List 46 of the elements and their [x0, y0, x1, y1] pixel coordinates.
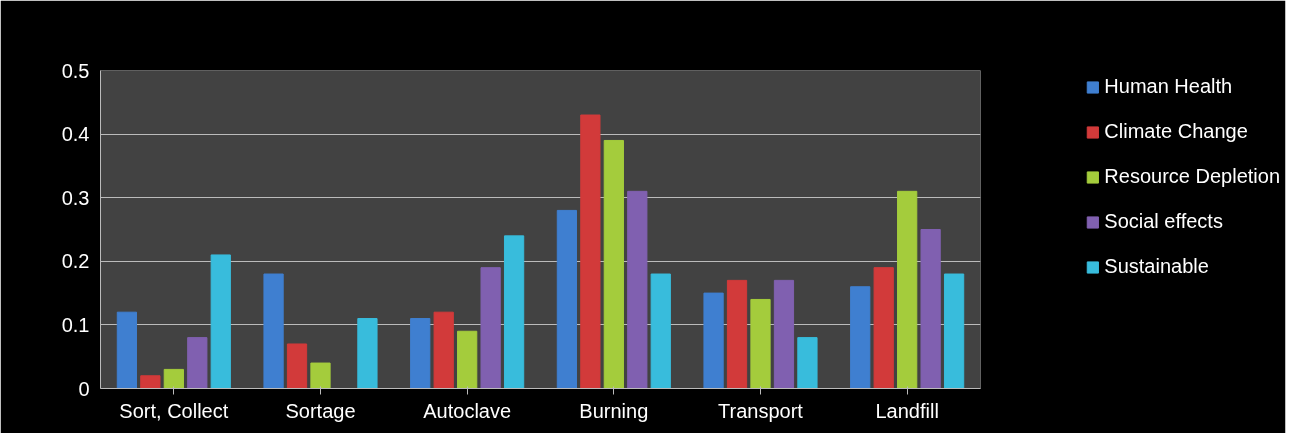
- bar: [263, 273, 284, 389]
- bar: [310, 362, 331, 389]
- bar: [750, 298, 771, 389]
- y-tick-label: 0.1: [61, 313, 90, 336]
- bar: [556, 209, 578, 389]
- bar: [580, 114, 601, 389]
- x-tick-label: Sort, Collect: [119, 399, 229, 422]
- y-tick-label: 0: [78, 377, 90, 400]
- y-tick-label: 0.5: [61, 59, 90, 82]
- bar: [650, 273, 671, 389]
- bar: [163, 368, 184, 389]
- x-tick-label: Landfill: [875, 399, 939, 422]
- x-tick-label: Sortage: [285, 399, 356, 422]
- bar: [873, 267, 894, 389]
- bar: [116, 311, 138, 389]
- bar: [187, 337, 208, 389]
- bar: [726, 279, 748, 389]
- y-tick-label: 0.4: [61, 123, 90, 146]
- y-tick-label: 0.2: [61, 250, 90, 273]
- x-tick-label: Transport: [718, 399, 804, 422]
- x-tick-label: Burning: [579, 399, 649, 422]
- bar: [357, 318, 378, 389]
- bar: [140, 375, 161, 389]
- bar: [627, 190, 648, 389]
- legend-label: Climate Change: [1104, 120, 1248, 143]
- bar: [210, 254, 231, 389]
- bar: [773, 279, 795, 389]
- bar: [603, 139, 624, 389]
- bar: [797, 337, 818, 389]
- legend-label: Sustainable: [1104, 255, 1209, 278]
- bar: [850, 286, 871, 389]
- legend-label: Social effects: [1104, 210, 1223, 233]
- bar: [457, 330, 478, 389]
- bar: [410, 318, 431, 389]
- legend-label: Human Health: [1104, 75, 1233, 98]
- bar: [286, 343, 308, 389]
- bar: [503, 235, 525, 389]
- x-tick-label: Autoclave: [423, 399, 512, 422]
- bar: [480, 267, 501, 389]
- bar: [920, 229, 941, 389]
- bar: [433, 311, 454, 389]
- legend-label: Resource Depletion: [1104, 165, 1280, 188]
- bar: [703, 292, 724, 389]
- y-tick-label: 0.3: [61, 186, 90, 209]
- bar: [897, 190, 918, 389]
- bar: [943, 273, 965, 389]
